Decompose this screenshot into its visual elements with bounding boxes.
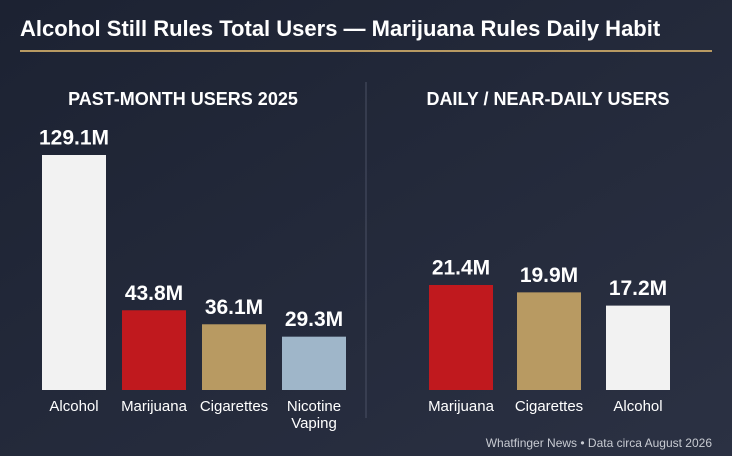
bar <box>606 305 670 390</box>
bar <box>202 324 266 390</box>
panel-title: DAILY / NEAR-DAILY USERS <box>426 89 669 109</box>
x-tick-label-box: Cigarettes <box>199 398 269 415</box>
x-tick-label: Cigarettes <box>199 398 269 415</box>
x-tick-label: Alcohol <box>613 398 663 415</box>
x-tick-label: Marijuana <box>428 398 494 415</box>
bar <box>122 310 186 390</box>
x-tick-label: Alcohol <box>49 398 99 415</box>
panel-title: PAST-MONTH USERS 2025 <box>68 89 298 109</box>
x-tick-label-box: Marijuana <box>121 398 187 415</box>
bar <box>429 285 493 390</box>
x-tick-label: Nicotine Vaping <box>286 398 342 432</box>
x-tick-label-box: Alcohol <box>613 398 663 415</box>
x-tick-label: Marijuana <box>121 398 187 415</box>
value-label: 43.8M <box>125 282 183 305</box>
x-tick-label-box: Nicotine Vaping <box>286 398 342 432</box>
value-label: 36.1M <box>205 296 263 319</box>
bar <box>517 292 581 390</box>
value-label: 29.3M <box>285 308 343 331</box>
value-label: 21.4M <box>432 257 490 280</box>
x-tick-label: Cigarettes <box>514 398 584 415</box>
value-label: 19.9M <box>520 264 578 287</box>
x-tick-label-box: Cigarettes <box>514 398 584 415</box>
x-tick-label-box: Marijuana <box>428 398 494 415</box>
value-label: 129.1M <box>39 127 109 150</box>
bar <box>42 155 106 390</box>
x-tick-label-box: Alcohol <box>49 398 99 415</box>
bar <box>282 336 346 390</box>
page-title: Alcohol Still Rules Total Users — Mariju… <box>20 16 661 41</box>
source-note: Whatfinger News • Data circa August 2026 <box>486 436 713 450</box>
value-label: 17.2M <box>609 277 667 300</box>
